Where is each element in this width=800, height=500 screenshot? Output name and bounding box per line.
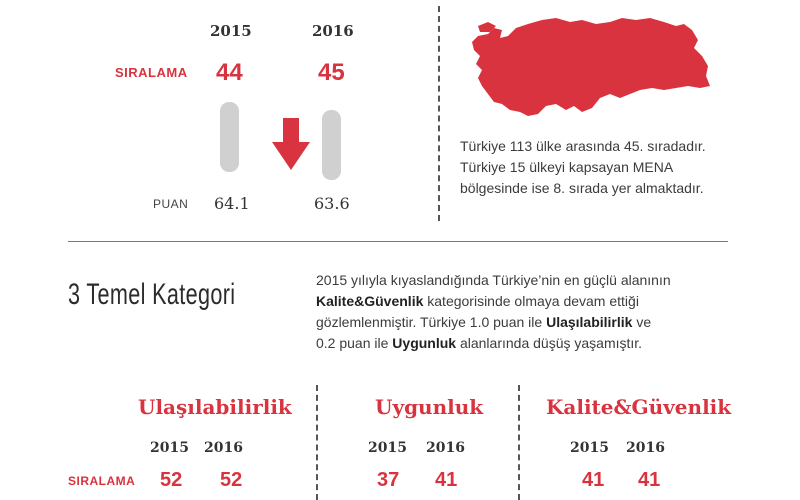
puan-2016-value: 63.6	[314, 194, 350, 213]
category-2-year-2016: 2016	[426, 440, 465, 456]
category-2-rank-2016: 41	[435, 469, 458, 491]
divider-vertical-top	[438, 6, 440, 221]
bottom-rank-label: SIRALAMA	[68, 474, 136, 488]
highlight-ulasilabilirlik: Ulaşılabilirlik	[546, 314, 633, 330]
bar-2015	[220, 102, 239, 172]
paragraph-text: alanlarında düşüş yaşamıştır.	[456, 335, 643, 351]
category-3-year-2016: 2016	[626, 440, 665, 456]
section-heading: 3 Temel Kategori	[68, 278, 236, 311]
divider-vertical-bottom-2	[518, 385, 520, 500]
category-3-rank-2015: 41	[582, 469, 605, 491]
paragraph-text: 0.2 puan ile	[316, 335, 393, 351]
bar-2016	[322, 110, 341, 180]
section-divider	[68, 241, 728, 242]
category-title-kalite-guvenlik: Kalite&Güvenlik	[546, 395, 732, 419]
paragraph-text: ve	[632, 314, 652, 330]
category-title-ulasilabilirlik: Ulaşılabilirlik	[138, 395, 292, 419]
section-paragraph: 2015 yılıyla kıyaslandığında Türkiye’nin…	[316, 270, 736, 354]
category-1-rank-2016: 52	[220, 469, 243, 491]
rank-2015-value: 44	[216, 59, 243, 86]
highlight-kalite: Kalite&Güvenlik	[316, 293, 424, 309]
puan-label: PUAN	[153, 197, 189, 211]
category-1-rank-2015: 52	[160, 469, 183, 491]
down-arrow-icon	[272, 118, 310, 170]
paragraph-text: kategorisinde olmaya devam ettiği	[423, 293, 639, 309]
paragraph-line-2: Kalite&Güvenlik kategorisinde olmaya dev…	[316, 291, 736, 312]
category-3-year-2015: 2015	[570, 440, 609, 456]
puan-2015-value: 64.1	[214, 194, 250, 213]
category-2-rank-2015: 37	[377, 469, 400, 491]
rank-2016-value: 45	[318, 59, 345, 86]
paragraph-line-3: gözlemlenmiştir. Türkiye 1.0 puan ile Ul…	[316, 312, 736, 333]
category-3-rank-2016: 41	[638, 469, 661, 491]
map-description: Türkiye 113 ülke arasında 45. sıradadır.…	[460, 138, 706, 196]
year-2015-label: 2015	[210, 22, 252, 40]
divider-vertical-bottom-1	[316, 385, 318, 500]
category-title-uygunluk: Uygunluk	[375, 395, 484, 419]
category-1-year-2016: 2016	[204, 440, 243, 456]
paragraph-line-1: 2015 yılıyla kıyaslandığında Türkiye’nin…	[316, 272, 671, 288]
category-2-year-2015: 2015	[368, 440, 407, 456]
rank-label: SIRALAMA	[115, 65, 188, 80]
paragraph-line-4: 0.2 puan ile Uygunluk alanlarında düşüş …	[316, 333, 736, 354]
year-2016-label: 2016	[312, 22, 354, 40]
highlight-uygunluk: Uygunluk	[392, 335, 457, 351]
paragraph-text: gözlemlenmiştir. Türkiye 1.0 puan ile	[316, 314, 547, 330]
turkey-map-icon	[472, 18, 710, 116]
category-1-year-2015: 2015	[150, 440, 189, 456]
